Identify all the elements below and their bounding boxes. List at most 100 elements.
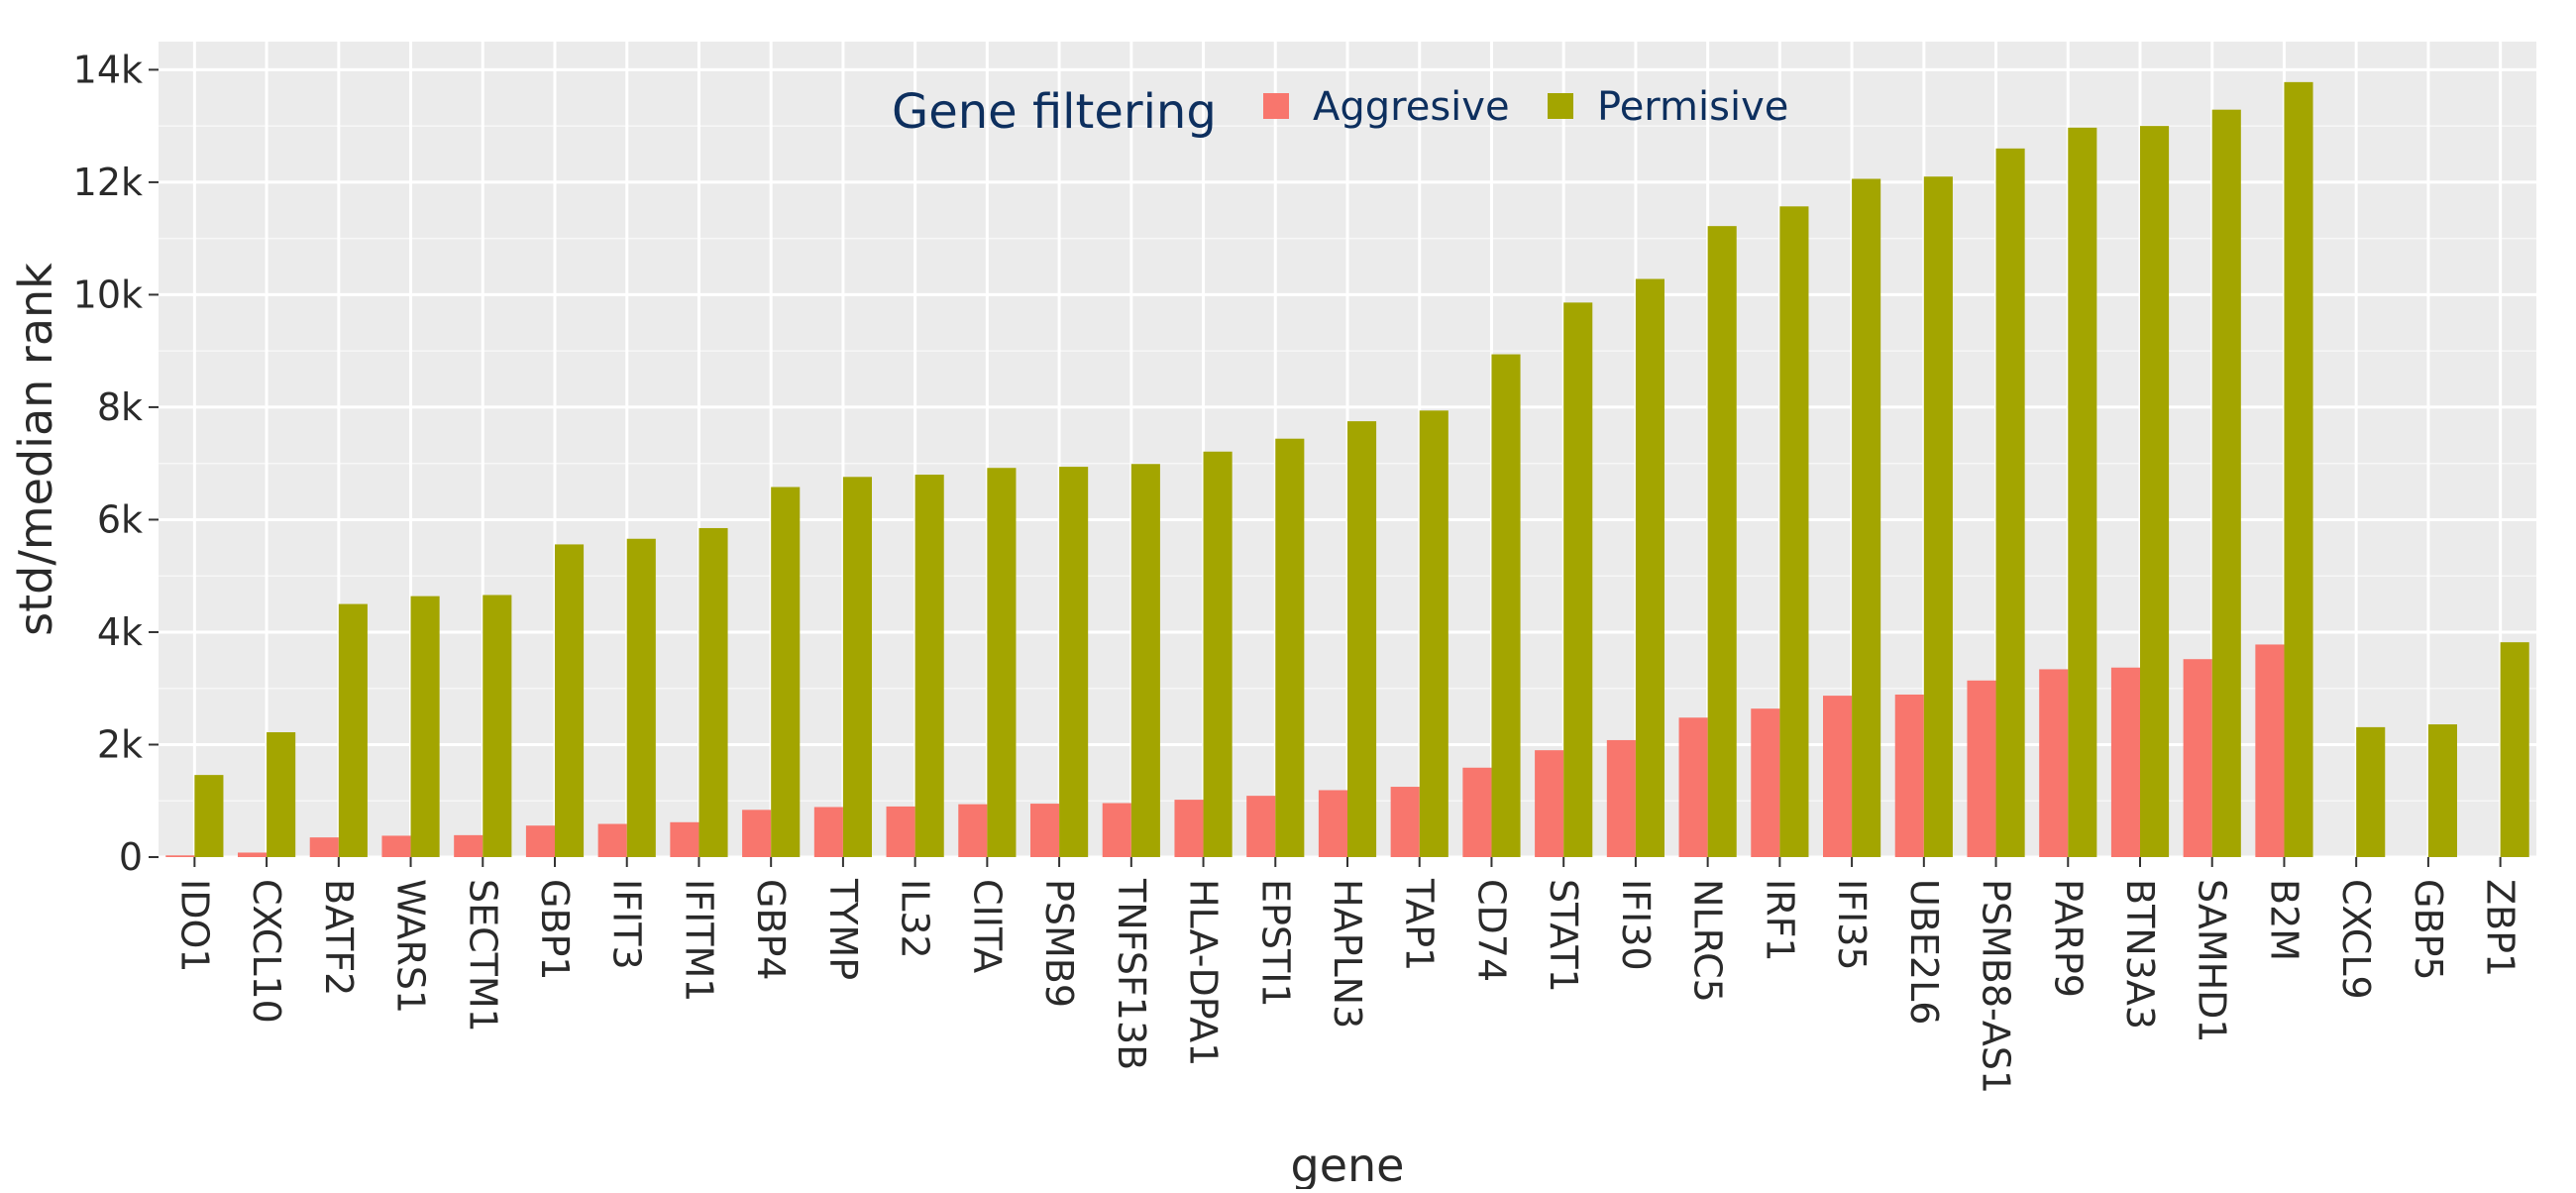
x-tick-label: CD74 [1469,879,1513,982]
x-tick-label: PSMB8-AS1 [1975,879,2018,1094]
bar-permisive-il32 [914,475,944,857]
x-tick-label: TAP1 [1398,878,1442,971]
x-tick-label: PSMB9 [1037,879,1081,1008]
bar-aggresive-hla-dpa1 [1174,800,1204,857]
x-tick-label: GBP5 [2407,879,2450,981]
bar-permisive-ifitm1 [698,527,728,857]
bar-permisive-wars1 [410,596,440,857]
bar-permisive-tnfsf13b [1130,464,1160,857]
x-tick-label: SAMHD1 [2191,879,2234,1043]
x-tick-label: IFI30 [1614,879,1658,971]
bar-aggresive-ifit3 [597,823,627,857]
bar-permisive-ifi35 [1852,178,1881,857]
x-tick-label: IRF1 [1758,879,1801,962]
x-tick-label: IL32 [894,879,937,959]
bar-permisive-stat1 [1563,302,1593,857]
legend-title: Gene filtering [892,84,1217,140]
x-tick-label: GBP4 [749,879,793,981]
x-tick-label: EPSTI1 [1253,879,1297,1008]
bar-permisive-hapln3 [1347,421,1377,857]
x-tick-label: PARP9 [2046,879,2090,998]
bar-permisive-cxcl10 [267,731,296,857]
x-tick-label: TNFSF13B [1110,878,1153,1070]
bar-permisive-ido1 [194,775,224,857]
bar-aggresive-gbp1 [525,825,555,857]
bar-permisive-psmb9 [1059,467,1089,857]
bar-permisive-cxcl9 [2356,726,2386,857]
bar-aggresive-stat1 [1535,750,1564,857]
bar-aggresive-tap1 [1390,787,1420,857]
bar-aggresive-psmb8-as1 [1967,680,1996,857]
bar-permisive-batf2 [338,603,368,857]
bar-permisive-cd74 [1491,354,1521,857]
x-tick-label: WARS1 [389,879,433,1014]
y-tick-label: 4k [97,610,143,654]
bar-permisive-gbp5 [2427,724,2457,857]
x-axis-title: gene [1291,1139,1405,1189]
legend-label-permisive: Permisive [1597,84,1788,130]
bar-permisive-ifi30 [1635,278,1664,858]
bar-aggresive-ifi35 [1823,696,1853,857]
y-tick-label: 0 [119,835,143,879]
x-tick-label: NLRC5 [1686,879,1730,1003]
bar-aggresive-parp9 [2039,669,2069,857]
bar-aggresive-ifitm1 [670,821,699,857]
x-tick-label: CXCL10 [245,879,288,1024]
bar-aggresive-irf1 [1751,708,1780,857]
bar-aggresive-btn3a3 [2110,667,2140,857]
bar-permisive-nlrc5 [1707,226,1737,857]
bar-permisive-btn3a3 [2140,126,2170,857]
bar-permisive-sectm1 [483,595,512,857]
bar-aggresive-nlrc5 [1678,717,1708,857]
bar-permisive-psmb8-as1 [1995,148,2025,858]
bar-aggresive-ido1 [165,855,195,857]
y-tick-label: 8k [97,385,143,429]
x-tick-label: GBP1 [533,879,577,981]
x-tick-label: HLA-DPA1 [1182,879,1226,1066]
legend-swatch-aggresive [1263,93,1289,119]
y-tick-label: 12k [73,161,143,204]
legend-swatch-permisive [1548,93,1573,119]
legend-label-aggresive: Aggresive [1313,84,1510,130]
x-tick-label: TYMP [821,878,865,980]
bar-aggresive-epsti1 [1246,796,1276,857]
bar-permisive-tap1 [1419,410,1449,857]
bar-aggresive-cxcl10 [238,852,268,857]
bar-permisive-parp9 [2068,127,2097,857]
bar-aggresive-hapln3 [1318,790,1347,857]
bar-aggresive-cd74 [1462,767,1492,857]
y-tick-label: 14k [73,48,143,91]
bar-aggresive-gbp4 [742,810,772,857]
x-tick-label: BATF2 [317,879,361,996]
x-tick-label: CIITA [965,879,1009,973]
x-tick-label: IFI35 [1830,879,1874,971]
x-tick-label: UBE2L6 [1902,879,1946,1025]
x-tick-label: SECTM1 [461,879,504,1032]
y-tick-label: 2k [97,722,143,766]
bar-permisive-ifit3 [626,538,656,857]
bar-aggresive-psmb9 [1030,804,1060,857]
bar-permisive-hla-dpa1 [1203,451,1233,857]
bar-aggresive-ifi30 [1606,739,1636,857]
bar-permisive-b2m [2284,81,2313,857]
bar-aggresive-il32 [886,806,915,857]
x-tick-label: HAPLN3 [1326,879,1369,1029]
bar-permisive-zbp1 [2500,642,2529,857]
bar-aggresive-wars1 [381,835,411,857]
bar-aggresive-samhd1 [2183,659,2212,857]
x-tick-label: CXCL9 [2334,879,2378,1000]
bar-permisive-gbp4 [771,487,801,857]
x-tick-label: STAT1 [1542,879,1585,993]
y-tick-label: 6k [97,497,143,541]
bar-aggresive-tymp [813,807,843,857]
bar-aggresive-ube2l6 [1894,694,1924,857]
y-tick-label: 10k [73,272,143,316]
bar-aggresive-tnfsf13b [1102,803,1131,857]
x-tick-label: IDO1 [172,879,216,973]
x-tick-label: BTN3A3 [2118,879,2162,1030]
bar-permisive-samhd1 [2211,109,2241,858]
bar-permisive-tymp [842,477,872,857]
bar-aggresive-batf2 [309,837,339,857]
